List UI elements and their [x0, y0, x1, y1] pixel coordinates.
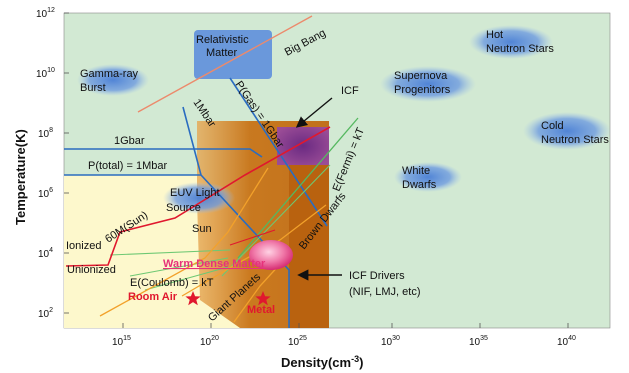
y-ticks — [64, 12, 69, 314]
unionized-label: Unionized — [67, 264, 116, 276]
ionized-label: Ionized — [66, 240, 101, 252]
pgas-line — [229, 77, 328, 227]
gbar-line — [64, 148, 263, 158]
cold-neutron-stars-label: Cold — [541, 120, 564, 132]
gamma-ray-burst-blob — [77, 64, 149, 96]
green-line-3 — [109, 249, 231, 256]
metal-star-icon — [255, 291, 271, 306]
gamma-ray-label: Burst — [80, 82, 106, 94]
green-line-2 — [221, 164, 331, 277]
ptotal-label: P(total) = 1Mbar — [88, 160, 168, 172]
icf-arrow — [295, 97, 333, 128]
xtick-label: 1040 — [557, 335, 576, 348]
xtick-label: 1030 — [381, 335, 400, 348]
big-bang-line — [137, 15, 313, 113]
mbar-line — [182, 106, 290, 328]
y-axis-title: Temperature(K) — [13, 129, 28, 225]
efermi-line — [237, 117, 359, 259]
wdm-blob — [249, 240, 293, 270]
green-line-5 — [144, 266, 229, 291]
cold-neutron-stars-label: Neutron Stars — [541, 134, 609, 146]
x-axis-title: Density(cm-3) — [281, 354, 363, 370]
relativistic-label: Relativistic — [196, 34, 249, 46]
xtick-label: 1020 — [200, 335, 219, 348]
green-line-4 — [129, 257, 229, 277]
wdm-label: Warm Dense Matter — [163, 258, 266, 270]
icf-dark-column — [289, 150, 329, 328]
icf-label: ICF — [341, 85, 359, 97]
red-line-2 — [229, 229, 276, 246]
hot-neutron-stars-blob — [469, 25, 553, 59]
supernova-label: Supernova — [394, 70, 448, 82]
x-ticks — [122, 323, 569, 328]
sun-line — [99, 167, 269, 317]
giant-planet-line — [233, 261, 283, 323]
ecoulomb-label: E(Coulomb) = kT — [130, 277, 214, 289]
euv-light-source-blob — [163, 182, 235, 214]
sun-label: Sun — [192, 223, 212, 235]
relativistic-matter-box — [194, 30, 272, 79]
xtick-label: 1015 — [112, 335, 131, 348]
cold-neutron-stars-blob — [523, 112, 611, 150]
ytick-label: 102 — [38, 307, 53, 320]
icf-drivers-label: ICF Drivers — [349, 270, 405, 282]
white-dwarfs-label: Dwarfs — [402, 179, 437, 191]
ytick-label: 1012 — [36, 7, 55, 20]
hot-neutron-stars-label: Neutron Stars — [486, 43, 554, 55]
euv-label: Source — [166, 202, 201, 214]
icf-drivers-label: (NIF, LMJ, etc) — [349, 286, 421, 298]
relativistic-label: Matter — [206, 47, 238, 59]
ytick-label: 1010 — [36, 67, 55, 80]
ytick-label: 108 — [38, 127, 53, 140]
xtick-label: 1035 — [469, 335, 488, 348]
hot-neutron-stars-label: Hot — [486, 29, 503, 41]
room-air-star-icon — [185, 291, 201, 306]
gamma-ray-label: Gamma-ray — [80, 68, 139, 80]
ytick-label: 104 — [38, 247, 53, 260]
ytick-label: 106 — [38, 187, 53, 200]
supernova-blob — [380, 66, 476, 102]
gbar-label: 1Gbar — [114, 135, 145, 147]
xtick-label: 1025 — [288, 335, 307, 348]
metal-label: Metal — [247, 304, 275, 316]
white-dwarfs-label: White — [402, 165, 430, 177]
euv-label: EUV Light — [170, 187, 220, 199]
room-air-label: Room Air — [128, 291, 178, 303]
sixty-msun-line — [65, 126, 331, 267]
white-dwarfs-blob — [394, 162, 462, 192]
supernova-label: Progenitors — [394, 84, 451, 96]
